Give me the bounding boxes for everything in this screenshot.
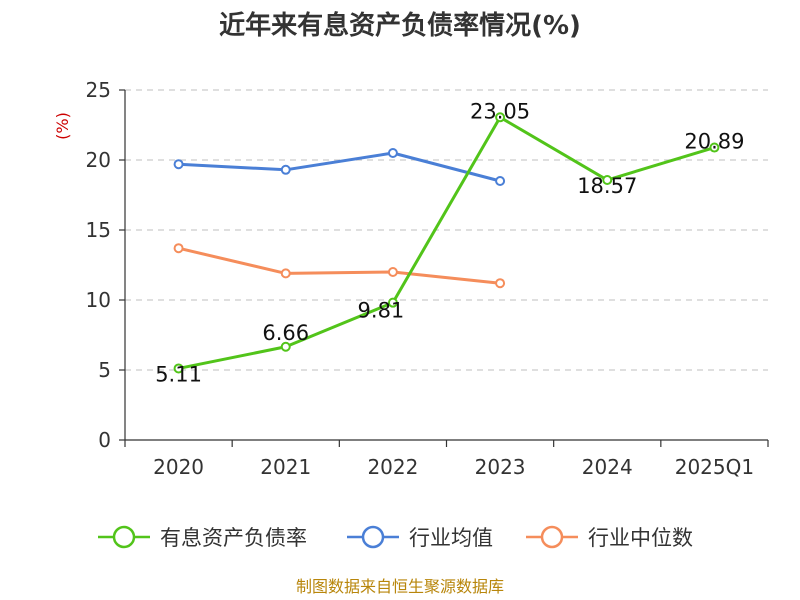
data-label: 20.89 [684,130,744,154]
y-axis-unit: (%) [53,112,72,140]
data-label: 9.81 [358,299,405,323]
series-line-1 [178,151,501,183]
data-point [387,267,398,277]
data-label: 5.11 [155,362,202,386]
series-line-2 [178,246,501,285]
data-point [387,297,398,308]
series-line-0 [178,115,715,370]
y-tick-label: 10 [86,288,111,312]
x-tick-label: 2024 [582,455,633,479]
x-tick-label: 2021 [260,455,311,479]
legend-marker-icon [112,525,136,549]
legend-item-0[interactable]: 有息资产负债率 [98,525,307,550]
y-tick-label: 0 [98,428,111,452]
data-point [173,159,184,170]
data-labels: 5.11 6.66 9.81 23.05 18.57 20.89 [155,99,744,386]
series-lines [173,112,720,374]
grid-lines [125,89,768,371]
y-tick-label: 25 [86,78,111,102]
data-label: 18.57 [577,174,637,198]
x-tick-label: 2022 [367,455,418,479]
data-point [495,278,506,289]
data-point [387,148,398,158]
data-point [602,175,613,186]
data-label: 23.05 [470,99,530,123]
data-point [495,112,506,123]
data-point [280,164,291,175]
x-tick-label: 2025Q1 [675,455,754,479]
data-point [173,363,184,374]
x-tick-label: 2020 [153,455,204,479]
source-note: 制图数据来自恒生聚源数据库 [296,577,504,596]
y-tick-label: 5 [98,358,111,382]
legend-label: 行业中位数 [588,526,693,550]
legend-marker-icon [540,525,564,549]
data-point [280,268,291,279]
legend-item-1[interactable]: 行业均值 [347,525,493,550]
data-point [709,142,720,153]
x-tick-label: 2023 [475,455,526,479]
legend-label: 行业均值 [409,526,493,550]
legend-item-2[interactable]: 行业中位数 [526,525,693,550]
data-label: 6.66 [262,321,309,345]
chart-title: 近年来有息资产负债率情况(%) [219,10,581,41]
y-tick-label: 15 [86,218,111,242]
data-point [495,176,506,186]
legend-label: 有息资产负债率 [160,526,307,550]
data-point [173,243,184,254]
legend-marker-icon [361,525,385,549]
legend: 有息资产负债率 行业均值 行业中位数 [98,525,693,550]
y-tick-label: 20 [86,148,111,172]
data-point [280,341,291,352]
axes: 0 5 10 15 20 25 2020 2021 2022 2023 2024 2025Q1 [86,78,769,479]
